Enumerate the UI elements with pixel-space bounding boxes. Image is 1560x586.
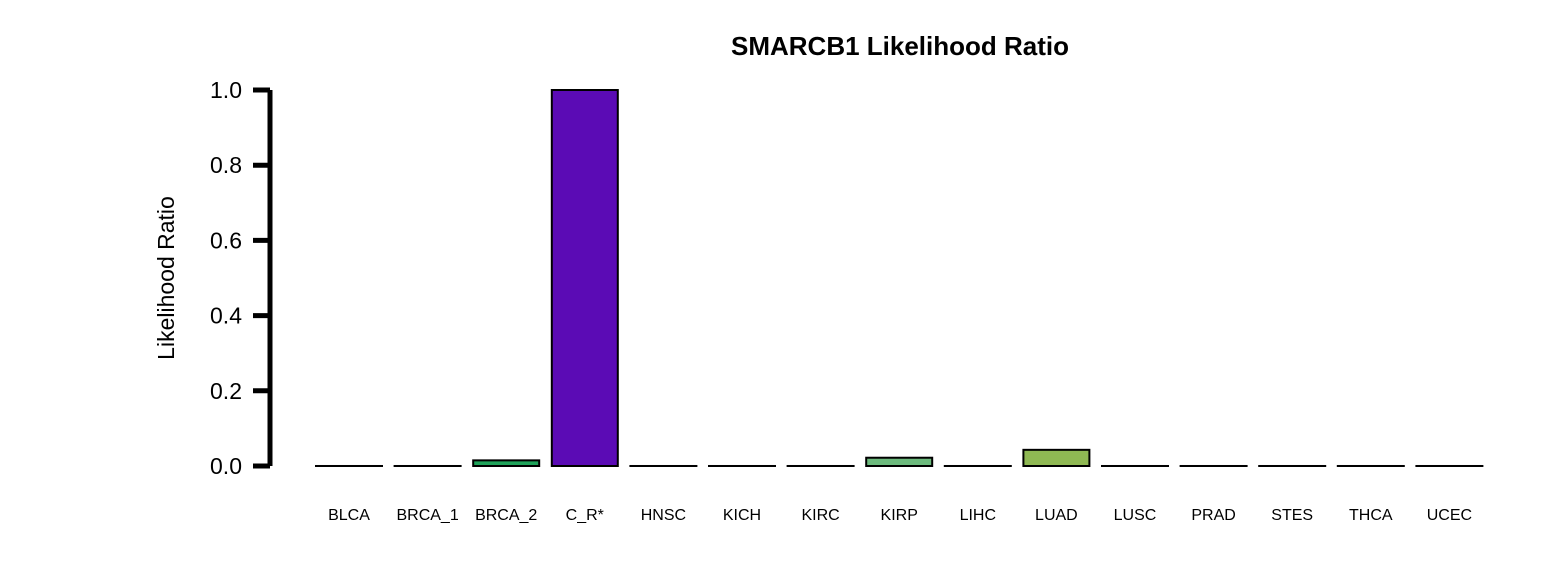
y-tick-label: 0.6 [210, 227, 242, 253]
x-tick-label: KIRC [801, 507, 839, 524]
y-tick-label: 0.8 [210, 152, 242, 178]
y-tick-label: 0.0 [210, 453, 242, 479]
x-tick-label: LUAD [1035, 507, 1078, 524]
bar-kirp [865, 456, 934, 467]
x-tick-label: KIRP [881, 507, 918, 524]
x-tick-label: LUSC [1114, 507, 1157, 524]
y-tick-label: 1.0 [210, 77, 242, 103]
y-axis-ticks: 0.0 0.2 0.4 0.6 0.8 1.0 [210, 77, 270, 479]
x-tick-label: BRCA_2 [475, 507, 537, 524]
x-tick-label: UCEC [1427, 507, 1472, 524]
x-tick-label: PRAD [1191, 507, 1235, 524]
x-tick-label: THCA [1349, 507, 1393, 524]
chart-title: SMARCB1 Likelihood Ratio [731, 31, 1069, 61]
bar-luad [1022, 448, 1091, 467]
x-tick-label: STES [1271, 507, 1313, 524]
x-tick-label: C_R* [566, 507, 604, 524]
x-tick-label: LIHC [960, 507, 996, 524]
y-tick-label: 0.4 [210, 303, 242, 329]
x-tick-label: BLCA [328, 507, 370, 524]
bar-brca-2 [472, 459, 541, 467]
x-axis-tick-labels: BLCA BRCA_1 BRCA_2 C_R* HNSC KICH KIRC KIRP LIHC… [328, 507, 1472, 524]
x-tick-label: KICH [723, 507, 761, 524]
bars [315, 89, 1484, 467]
bar-c-r [550, 89, 619, 467]
x-tick-label: BRCA_1 [396, 507, 458, 524]
y-axis-label: Likelihood Ratio [153, 196, 179, 360]
y-tick-label: 0.2 [210, 378, 242, 404]
x-tick-label: HNSC [641, 507, 686, 524]
